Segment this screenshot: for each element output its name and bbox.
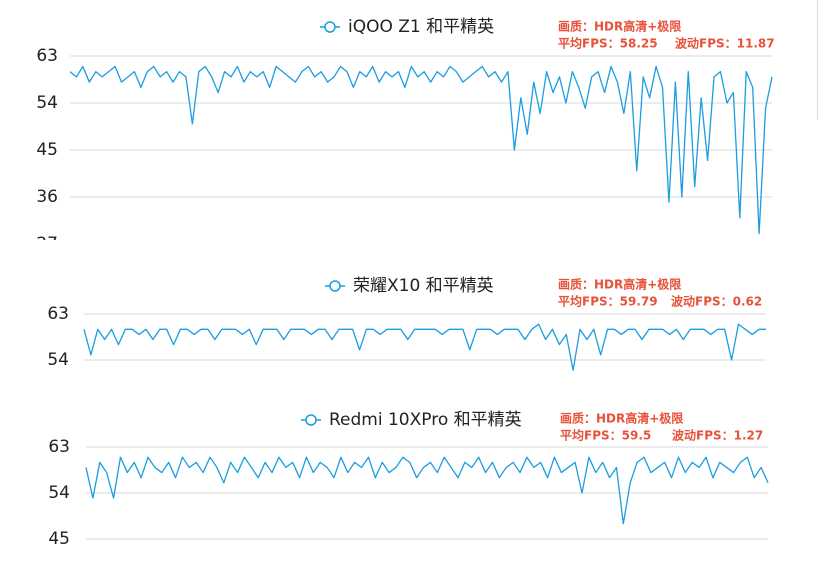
y-tick-label: 63 [48,437,70,457]
y-tick-label: 45 [48,529,70,549]
legend-label: 荣耀X10 和平精英 [353,276,494,296]
fps-line [83,323,766,371]
y-tick-label: 54 [47,350,69,370]
y-tick-label: 36 [36,187,58,207]
y-tick-label: 54 [48,483,70,503]
annotation: 画质：HDR高清+极限 [558,19,681,34]
chart: 63 54 45 Redmi 10XPro 和平精英 画质：HDR高清+极限平均FPS：… [48,410,769,549]
legend-icon-circle [324,21,336,33]
fps-line [69,65,773,235]
right-edge [817,0,818,120]
y-tick-label: 63 [47,304,69,324]
legend-label: Redmi 10XPro 和平精英 [329,410,522,430]
chart: 63 54 45 36 27 iQOO Z1 和平精英 画质：HDR高清+极限平均FPS：5… [36,17,775,240]
y-tick-label: 54 [36,93,58,113]
annotation: 平均FPS：59.5 [560,428,651,443]
annotation: 平均FPS：59.79 [558,294,658,309]
fps-line [85,456,769,525]
y-tick-label: 63 [36,46,58,66]
annotation: 波动FPS：0.62 [671,294,762,309]
annotation: 平均FPS：58.25 [558,36,658,51]
legend-label: iQOO Z1 和平精英 [348,17,494,37]
legend-icon-circle [329,280,341,292]
y-tick-label: 45 [36,140,58,160]
legend-icon-circle [305,414,317,426]
annotation: 画质：HDR高清+极限 [558,277,681,292]
annotation: 画质：HDR高清+极限 [560,411,683,426]
y-tick-label: 27 [36,234,58,240]
annotation: 波动FPS：11.87 [675,36,775,51]
annotation: 波动FPS：1.27 [672,428,763,443]
